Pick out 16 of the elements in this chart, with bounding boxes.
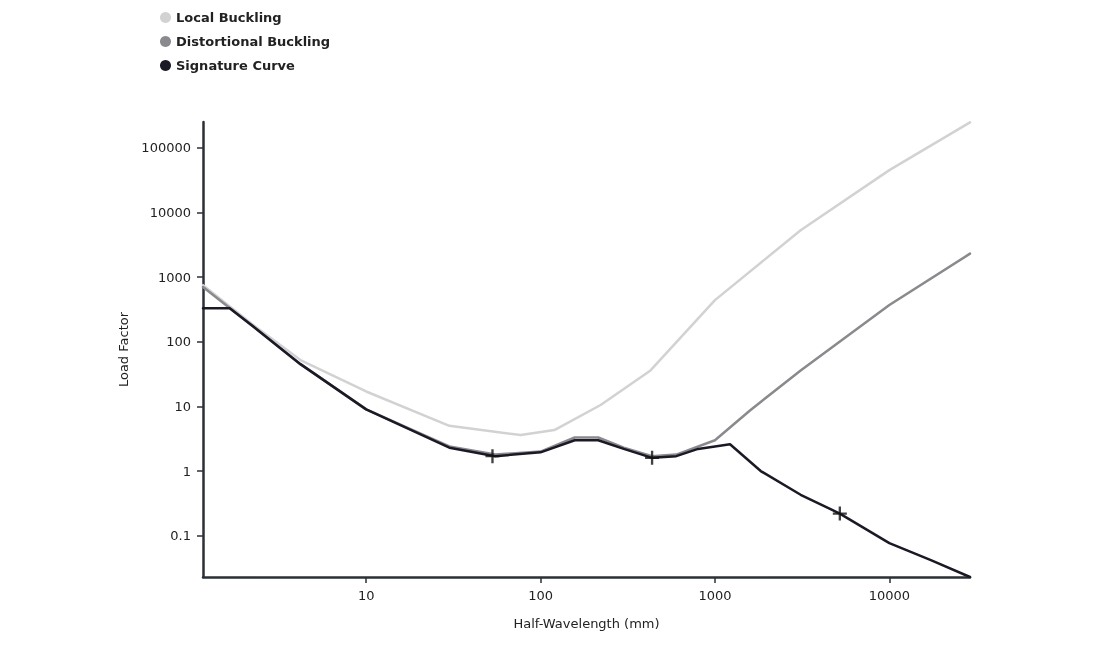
legend-label: Signature Curve (176, 58, 296, 73)
x-axis-title: Half-Wavelength (mm) (513, 616, 660, 631)
x-tick-label: 10 (357, 588, 375, 603)
y-tick-label: 1 (182, 463, 191, 479)
y-axis-title: Load Factor (116, 311, 132, 388)
y-tick-label: 10 (174, 398, 191, 414)
x-tick-label: 1000 (698, 588, 732, 603)
x-tick-label: 10000 (868, 588, 911, 603)
legend-label: Local Buckling (176, 10, 282, 25)
y-tick-label: 1000 (157, 269, 191, 285)
legend-label: Distortional Buckling (176, 34, 331, 49)
y-tick-label: 10000 (149, 204, 191, 220)
x-tick-label: 100 (528, 588, 553, 603)
y-tick-label: 100 (166, 334, 191, 350)
y-tick-label: 100000 (141, 140, 191, 156)
y-tick-label: 0.1 (170, 528, 191, 544)
